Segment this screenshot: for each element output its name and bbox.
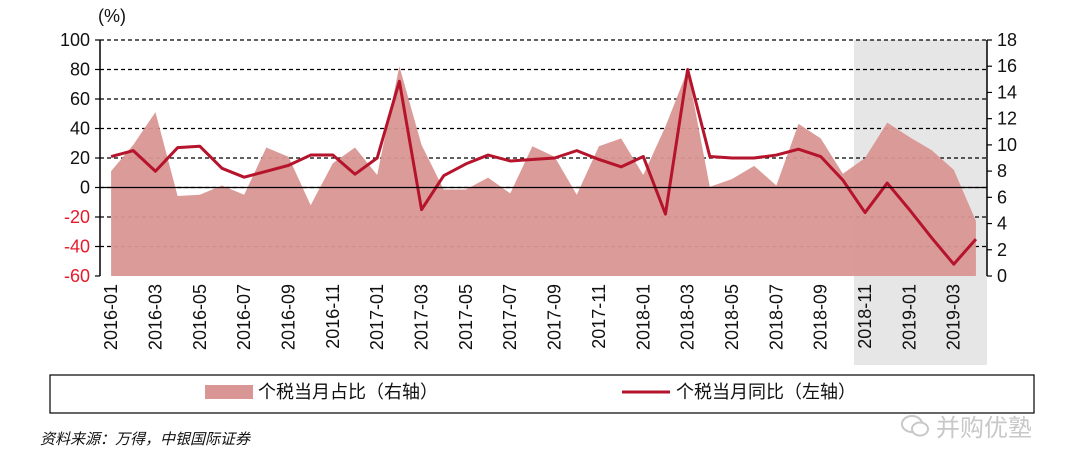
x-tick-label: 2018-07 (766, 284, 786, 350)
right-tick-label: 8 (997, 161, 1007, 181)
legend-label-line: 个税当月同比（左轴） (676, 382, 856, 403)
left-tick-label: -20 (64, 207, 90, 227)
left-tick-label: 0 (80, 178, 90, 198)
right-tick-label: 18 (997, 30, 1017, 50)
right-tick-label: 10 (997, 135, 1017, 155)
x-tick-label: 2018-03 (678, 284, 698, 350)
area-series-personal-tax-share (111, 66, 976, 276)
left-axis-ticks: 100 80 60 40 20 0 -20 -40 -60 (60, 30, 100, 286)
left-tick-label: -40 (64, 237, 90, 257)
x-axis-ticks: 2016-01 2016-03 2016-05 2016-07 2016-09 2016-… (101, 284, 964, 350)
watermark-text: 并购优塾 (936, 414, 1032, 442)
left-tick-label: 40 (70, 119, 90, 139)
x-tick-label: 2019-01 (899, 284, 919, 350)
x-tick-label: 2019-03 (944, 284, 964, 350)
right-tick-label: 2 (997, 240, 1007, 260)
right-tick-label: 4 (997, 214, 1007, 234)
x-tick-label: 2016-07 (234, 284, 254, 350)
x-tick-label: 2018-09 (811, 284, 831, 350)
x-tick-label: 2017-03 (412, 284, 432, 350)
x-tick-label: 2017-09 (545, 284, 565, 350)
x-tick-label: 2016-01 (101, 284, 121, 350)
x-tick-label: 2016-11 (323, 284, 343, 349)
right-tick-label: 12 (997, 109, 1017, 129)
wechat-icon (901, 414, 929, 436)
x-tick-label: 2016-05 (190, 284, 210, 350)
right-tick-label: 6 (997, 187, 1007, 207)
right-tick-label: 16 (997, 56, 1017, 76)
line-series-layer (110, 68, 978, 266)
unit-label: (%) (98, 6, 126, 26)
x-tick-label: 2017-07 (500, 284, 520, 350)
legend: 个税当月占比（右轴） 个税当月同比（左轴） (49, 374, 1035, 414)
legend-frame (49, 374, 1035, 414)
left-tick-label: 100 (60, 30, 90, 50)
legend-label-area: 个税当月占比（右轴） (258, 382, 438, 403)
left-tick-label: 60 (70, 89, 90, 109)
line-series-personal-tax-yoy (110, 68, 978, 266)
area-series-layer (111, 66, 976, 276)
right-tick-label: 0 (997, 266, 1007, 286)
x-tick-label: 2016-09 (278, 284, 298, 350)
x-tick-label: 2018-11 (855, 284, 875, 349)
x-tick-label: 2016-03 (145, 284, 165, 350)
source-note: 资料来源：万得，中银国际证券 (40, 430, 251, 448)
x-tick-label: 2018-01 (633, 284, 653, 350)
right-axis-ticks: 18 16 14 12 10 8 6 4 2 0 (987, 30, 1017, 286)
left-tick-label: 20 (70, 148, 90, 168)
left-tick-label: 80 (70, 60, 90, 80)
watermark: 并购优塾 (900, 408, 1032, 443)
x-tick-label: 2018-05 (722, 284, 742, 350)
right-tick-label: 14 (997, 82, 1017, 102)
x-tick-label: 2017-11 (589, 284, 609, 349)
x-tick-label: 2017-05 (456, 284, 476, 350)
legend-swatch-area (205, 385, 253, 399)
x-tick-label: 2017-01 (367, 284, 387, 350)
left-tick-label: -60 (64, 266, 90, 286)
